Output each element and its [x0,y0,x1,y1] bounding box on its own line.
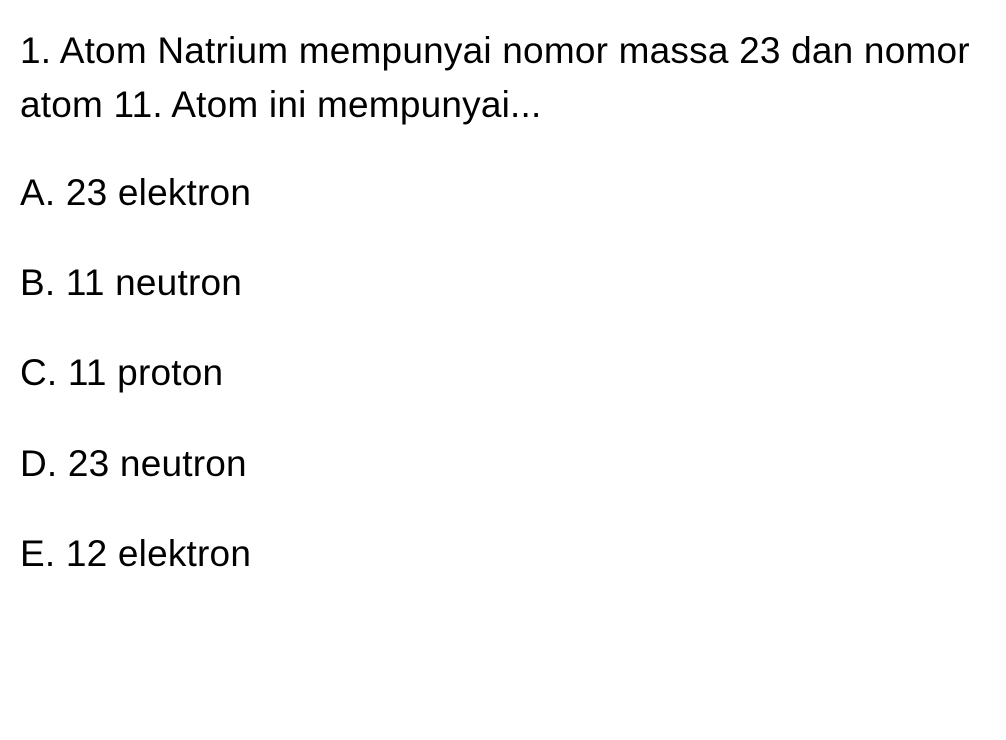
option-e: E. 12 elektron [20,530,986,578]
question-text: 1. Atom Natrium mempunyai nomor massa 23… [20,24,986,131]
option-b: B. 11 neutron [20,259,986,307]
option-c: C. 11 proton [20,349,986,397]
option-a: A. 23 elektron [20,169,986,217]
option-d: D. 23 neutron [20,440,986,488]
